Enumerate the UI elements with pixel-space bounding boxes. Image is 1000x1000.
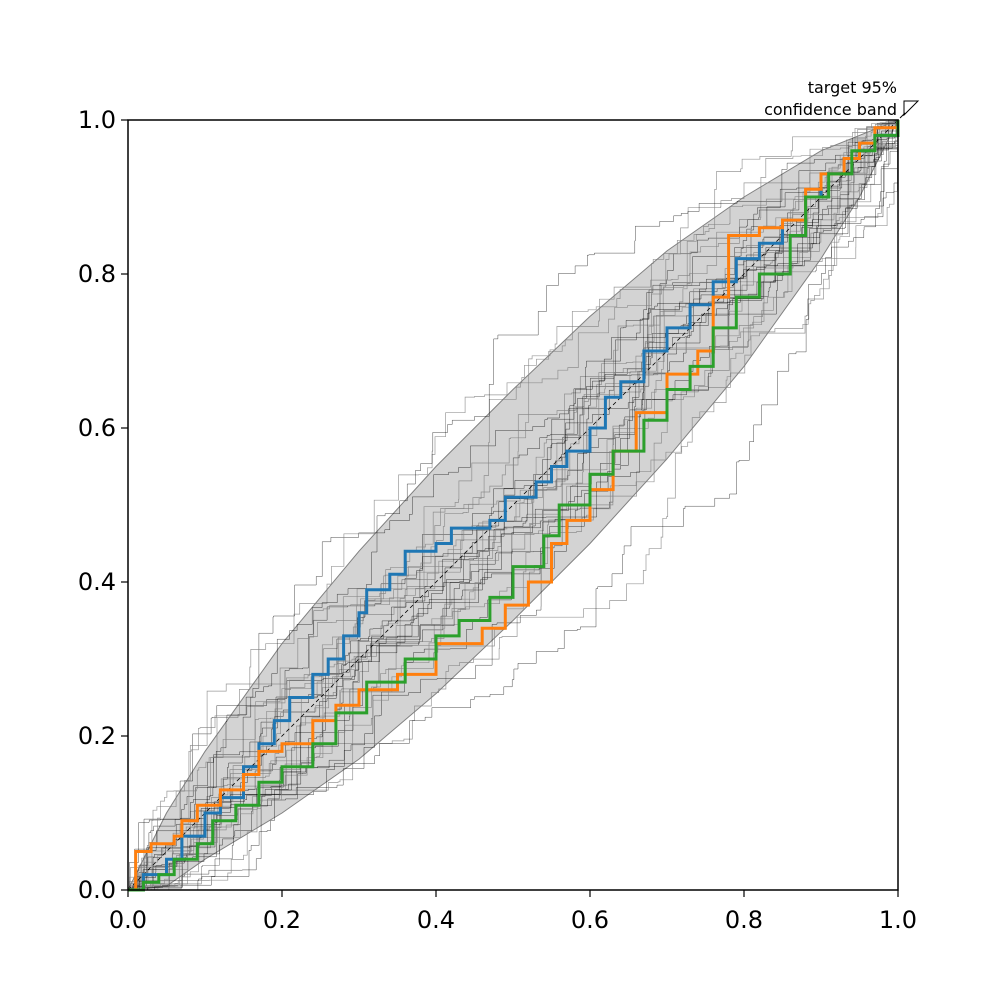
annotation-arrow-icon <box>903 100 920 117</box>
ensemble-line <box>127 120 899 891</box>
ensemble-line <box>128 120 899 891</box>
ensemble-line <box>128 120 899 891</box>
ensemble-line <box>128 120 899 891</box>
y-tick-label: 0.8 <box>78 260 116 288</box>
x-tick-label: 0.8 <box>725 906 763 934</box>
ensemble-line <box>128 120 899 891</box>
annotation-line-2: confidence band <box>764 100 897 119</box>
ensemble-line <box>128 120 899 891</box>
ensemble-line <box>128 120 899 891</box>
ensemble-line <box>128 120 899 891</box>
ensemble-line <box>128 120 899 891</box>
y-tick-label: 0.4 <box>78 568 116 596</box>
ensemble-line <box>128 120 899 891</box>
ensemble-line <box>128 120 899 891</box>
y-tick-label: 0.0 <box>78 876 116 904</box>
ensemble-line <box>128 120 899 891</box>
series-lines <box>128 120 900 892</box>
ensemble-line <box>128 120 899 891</box>
x-tick-label: 0.2 <box>263 906 301 934</box>
ensemble-line <box>128 120 899 891</box>
ensemble-line <box>128 120 899 891</box>
x-tick-label: 1.0 <box>879 906 917 934</box>
x-axis-ticks: 0.0 0.2 0.4 0.6 0.8 1.0 <box>109 890 917 934</box>
series-line-3 <box>128 120 900 892</box>
series-line-2 <box>128 120 900 892</box>
x-tick-label: 0.0 <box>109 906 147 934</box>
band-annotation: target 95% confidence band <box>764 78 920 119</box>
ensemble-line <box>128 120 899 891</box>
axes-frame <box>127 119 899 891</box>
ensemble-line <box>128 120 899 891</box>
annotation-arrow-shaft <box>899 112 906 119</box>
y-tick-label: 0.2 <box>78 722 116 750</box>
x-tick-label: 0.6 <box>571 906 609 934</box>
ensemble-line <box>128 120 899 891</box>
y-tick-label: 0.6 <box>78 414 116 442</box>
y-axis-ticks: 0.0 0.2 0.4 0.6 0.8 1.0 <box>78 106 128 904</box>
annotation-line-1: target 95% <box>808 78 897 97</box>
x-tick-label: 0.4 <box>417 906 455 934</box>
ensemble-line <box>128 120 899 891</box>
ensemble-line <box>128 120 899 891</box>
y-tick-label: 1.0 <box>78 106 116 134</box>
plot-area <box>127 119 900 892</box>
